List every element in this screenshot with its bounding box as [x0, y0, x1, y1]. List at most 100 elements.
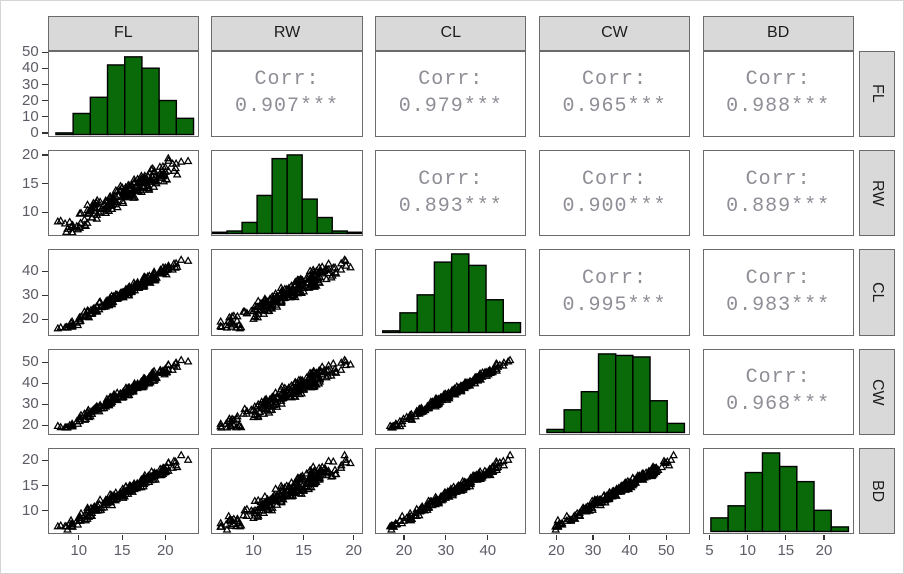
scatter-point [577, 505, 586, 514]
y-tick-mark [42, 294, 48, 296]
scatter-point [594, 495, 604, 504]
scatter-point [235, 421, 245, 429]
scatter-point [470, 378, 480, 387]
scatter-point [53, 521, 62, 530]
scatter-BD-vs-CW [550, 450, 678, 533]
corr-value: 0.965*** [562, 95, 667, 119]
scatter-point [297, 288, 307, 297]
column-strip-label: RW [273, 24, 301, 41]
scatter-point [92, 195, 102, 204]
scatter-point [67, 227, 77, 236]
histogram-bar [175, 117, 194, 135]
histogram-bar [709, 517, 729, 533]
scatter-point [250, 302, 260, 310]
scatter-point [263, 496, 273, 505]
scatter-point [499, 456, 508, 465]
scatter-point [414, 408, 424, 417]
scatter-RW-vs-FL [53, 153, 193, 236]
scatter-point [176, 355, 186, 363]
corr-value: 0.983*** [726, 293, 831, 317]
scatter-point [144, 183, 154, 192]
scatter-point [126, 482, 136, 491]
scatter-point [65, 217, 74, 225]
x-tick-label: 10 [70, 541, 88, 559]
scatter-point [402, 513, 412, 522]
scatter-point [341, 356, 351, 365]
scatter-point [144, 185, 154, 193]
scatter-point [603, 492, 613, 500]
x-tick-label: 15 [295, 541, 312, 559]
scatter-point [224, 317, 234, 325]
scatter-point [83, 311, 93, 320]
scatter-point [310, 466, 319, 475]
y-tick-label: 0 [30, 124, 39, 141]
x-tick-label: 20 [815, 541, 833, 559]
x-tick-mark [708, 534, 710, 540]
scatter-point [239, 510, 249, 519]
y-tick-mark [42, 116, 48, 118]
panel-scatter-CW-vs-RW [211, 348, 363, 436]
x-tick-mark [665, 534, 667, 540]
scatter-point [151, 273, 161, 282]
y-tick-label: 20 [22, 416, 39, 434]
scatter-point [492, 458, 502, 467]
scatter-point [299, 484, 309, 493]
y-tick-mark [42, 382, 48, 384]
scatter-point [659, 456, 669, 465]
scatter-point [499, 360, 508, 369]
panel-corr-CW-BD: Corr: 0.968*** [702, 348, 854, 436]
scatter-point [441, 388, 450, 397]
scatter-point [341, 256, 351, 265]
scatter-point [486, 465, 496, 474]
scatter-point [470, 473, 480, 482]
x-tick-mark [629, 534, 631, 540]
scatter-point [337, 364, 346, 373]
x-tick-mark [445, 534, 447, 540]
panel-corr-CL-BD: Corr: 0.983*** [702, 249, 854, 336]
scatter-point [289, 292, 298, 301]
scatter-point [118, 196, 127, 205]
scatter-point [289, 488, 298, 497]
scatter-point [138, 183, 148, 191]
scatter-point [648, 462, 658, 470]
scatter-point [486, 368, 496, 376]
scatter-point [106, 497, 115, 506]
x-tick-label: 5 [705, 541, 714, 559]
corr-value: 0.900*** [562, 194, 667, 218]
x-tick-mark [252, 534, 255, 540]
y-tick-label: 50 [22, 353, 39, 371]
scatter-point [132, 380, 142, 389]
scatter-point [67, 317, 77, 325]
y-tick-mark [42, 51, 48, 53]
scatter-point [95, 197, 105, 205]
scatter-point [581, 506, 591, 514]
scatter-point [249, 513, 259, 522]
scatter-point [488, 366, 497, 375]
scatter-point [156, 170, 166, 179]
panel-scatter-CW-vs-CL [375, 348, 527, 436]
scatter-point [132, 479, 142, 488]
scatter-point [235, 324, 245, 332]
scatter-point [299, 383, 309, 392]
histogram-bar [631, 355, 651, 433]
scatter-point [312, 266, 322, 275]
scatter-point [176, 255, 186, 264]
scatter-CW-vs-RW [216, 355, 356, 431]
scatter-point [132, 174, 142, 183]
scatter-point [450, 389, 459, 397]
scatter-point [56, 422, 65, 430]
y-tick-label: 40 [22, 374, 39, 392]
scatter-point [237, 323, 246, 331]
scatter-point [139, 378, 149, 386]
panel-scatter-RW-vs-FL [47, 149, 199, 237]
scatter-point [337, 265, 346, 273]
scatter-point [431, 397, 441, 406]
y-tick-mark [42, 459, 48, 461]
scatter-point [397, 418, 407, 427]
scatter-point [149, 166, 159, 175]
scatter-point [310, 479, 319, 488]
scatter-point [503, 455, 513, 463]
scatter-point [61, 227, 71, 235]
scatter-point [139, 174, 149, 183]
scatter-point [151, 468, 161, 477]
